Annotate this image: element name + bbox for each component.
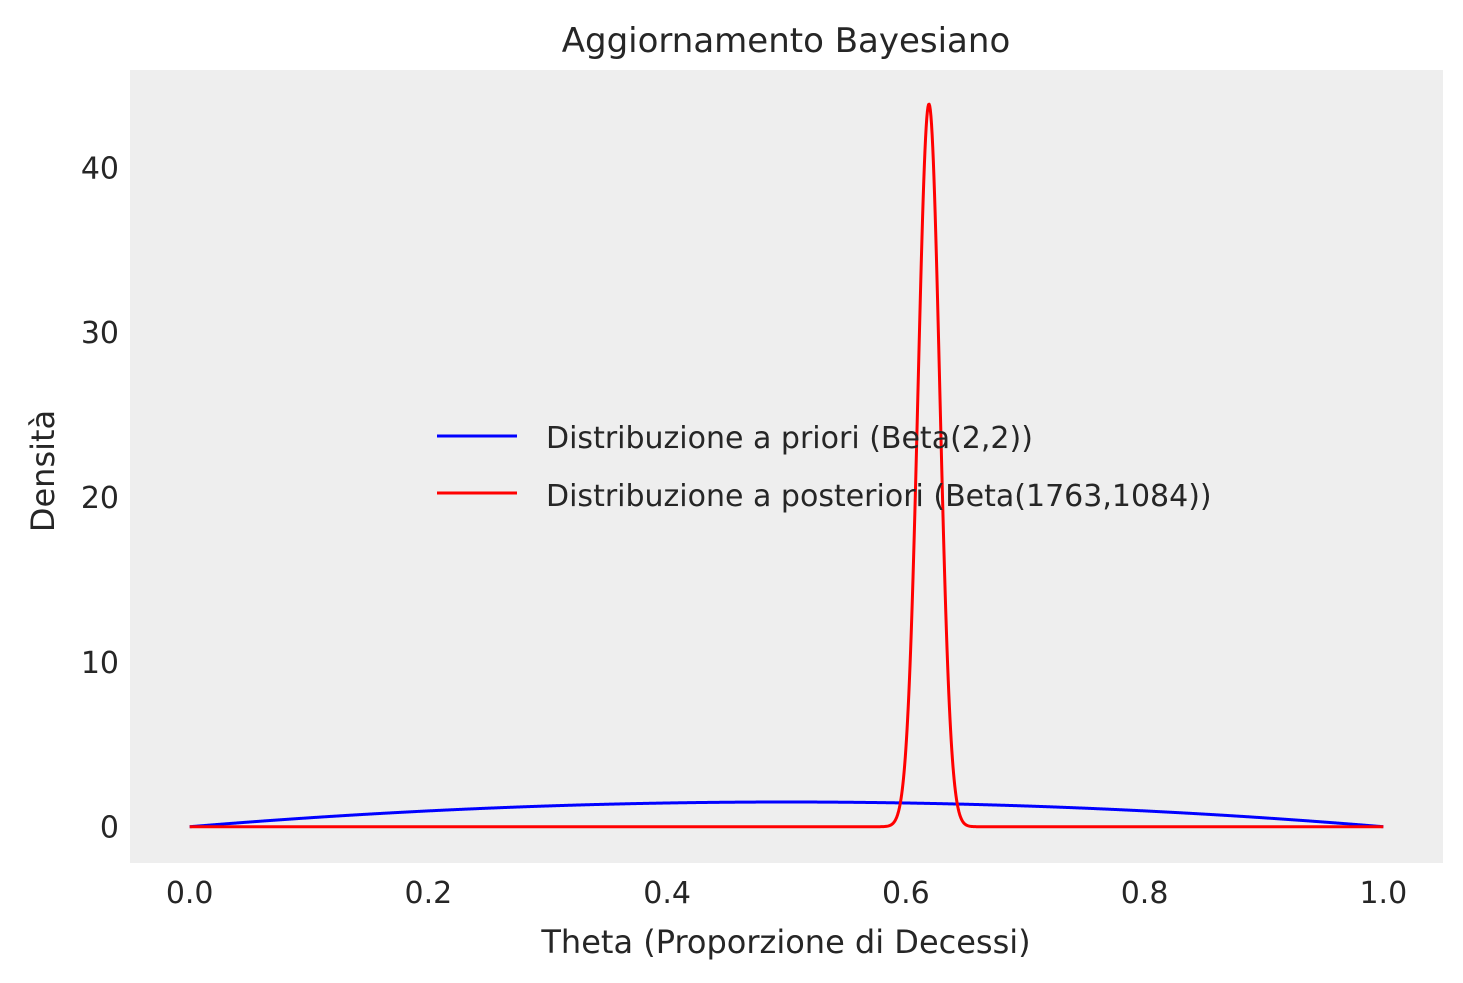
y-tick-label: 10 [81, 646, 119, 681]
y-axis-label: Densità [24, 410, 62, 532]
x-tick-label: 0.0 [166, 876, 214, 911]
series-line-prior [188, 800, 1385, 829]
chart-title: Aggiornamento Bayesiano [562, 21, 1011, 61]
series-line-posterior [188, 102, 1385, 829]
x-axis-label: Theta (Proporzione di Decessi) [540, 923, 1030, 961]
y-tick-label: 40 [81, 151, 119, 186]
y-tick-label: 30 [81, 316, 119, 351]
y-tick-label: 0 [100, 811, 119, 846]
legend-label-prior: Distribuzione a priori (Beta(2,2)) [546, 421, 1033, 456]
legend: Distribuzione a priori (Beta(2,2)) Distr… [437, 421, 1212, 514]
plot-area [130, 70, 1443, 863]
x-tick-label: 0.2 [405, 876, 453, 911]
x-tick-label: 1.0 [1359, 876, 1407, 911]
y-axis-ticks: 0 10 20 30 40 [81, 151, 119, 845]
x-tick-label: 0.6 [882, 876, 930, 911]
series-lines [188, 102, 1385, 829]
x-tick-label: 0.8 [1121, 876, 1169, 911]
y-tick-label: 20 [81, 481, 119, 516]
x-axis-ticks: 0.0 0.2 0.4 0.6 0.8 1.0 [166, 876, 1407, 911]
x-tick-label: 0.4 [643, 876, 691, 911]
legend-label-posterior: Distribuzione a posteriori (Beta(1763,10… [546, 479, 1212, 514]
